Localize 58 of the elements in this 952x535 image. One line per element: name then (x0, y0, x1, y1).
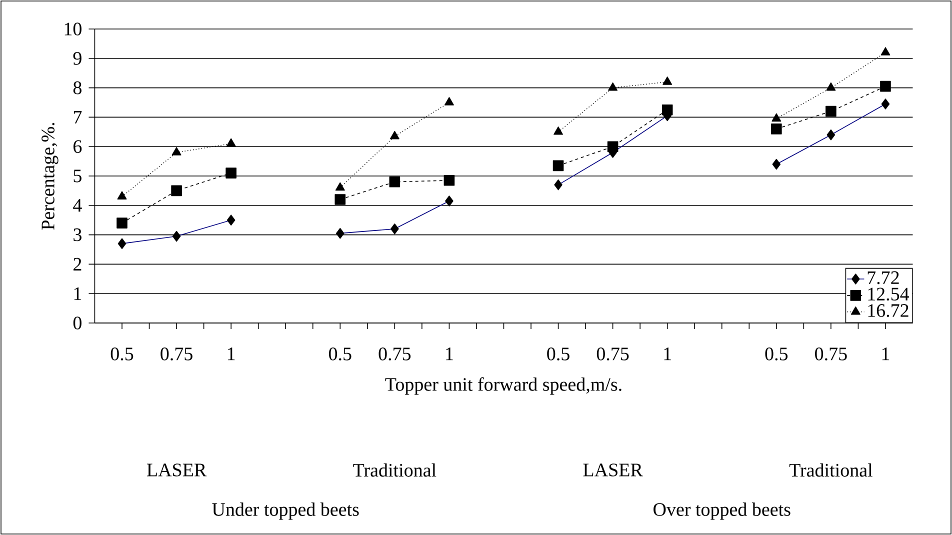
point (662, 104, 673, 116)
x-tick-label: 0.75 (378, 348, 411, 360)
point (662, 76, 672, 85)
point (772, 113, 782, 122)
text: LASER (147, 464, 207, 476)
point (444, 175, 455, 186)
point (444, 97, 454, 106)
legend-label: 16.72 (868, 304, 908, 318)
y-tick-label: 6 (74, 140, 82, 153)
point (771, 124, 782, 134)
x-tick-label: 0.5 (547, 348, 570, 360)
text: Traditional (789, 463, 872, 477)
point (389, 176, 400, 188)
x-tick-label: 0.75 (596, 348, 629, 360)
x-tick-label: 1 (664, 348, 671, 360)
point (826, 106, 836, 117)
point (172, 147, 182, 156)
x-axis-title: Topper unit forward speed,m/s. (385, 377, 622, 395)
point (607, 141, 618, 152)
point (171, 185, 182, 196)
y-tick-label: 3 (74, 228, 82, 242)
x-tick-label: 1 (446, 348, 453, 360)
point (226, 138, 236, 147)
point (226, 168, 236, 178)
point (117, 191, 127, 200)
legend-label: 7.72 (868, 271, 899, 284)
text: Under topped beets (212, 502, 359, 520)
x-tick-label: 1 (882, 348, 890, 360)
x-tick-label: 0.5 (765, 348, 788, 360)
y-tick-label: 0 (73, 316, 82, 330)
point (826, 82, 836, 91)
y-tick-label: 10 (64, 22, 82, 36)
y-tick-label: 9 (73, 52, 82, 65)
x-tick-label: 0.5 (110, 348, 134, 360)
point (608, 82, 618, 91)
point (390, 130, 400, 140)
y-tick-label: 1 (74, 287, 82, 300)
x-tick-label: 1 (228, 348, 235, 360)
point (554, 126, 564, 135)
x-tick-label: 0.5 (328, 348, 352, 360)
text: Traditional (353, 463, 436, 477)
y-tick-label: 7 (74, 110, 82, 124)
point (880, 80, 891, 92)
y-tick-label: 4 (73, 199, 82, 212)
point (552, 160, 564, 172)
text: LASER (583, 464, 643, 476)
point (335, 182, 345, 191)
y-tick-label: 5 (74, 170, 82, 182)
point (116, 218, 128, 228)
x-tick-label: 0.75 (160, 348, 192, 360)
y-tick-label: 8 (73, 81, 82, 94)
legend-label: 12.54 (868, 288, 910, 301)
text: Over topped beets (654, 502, 790, 520)
point (334, 194, 346, 205)
y-tick-label: 2 (74, 258, 82, 270)
x-tick-label: 0.75 (815, 348, 847, 360)
point (880, 47, 890, 56)
y-axis-title: Percentage,%. (42, 122, 58, 230)
